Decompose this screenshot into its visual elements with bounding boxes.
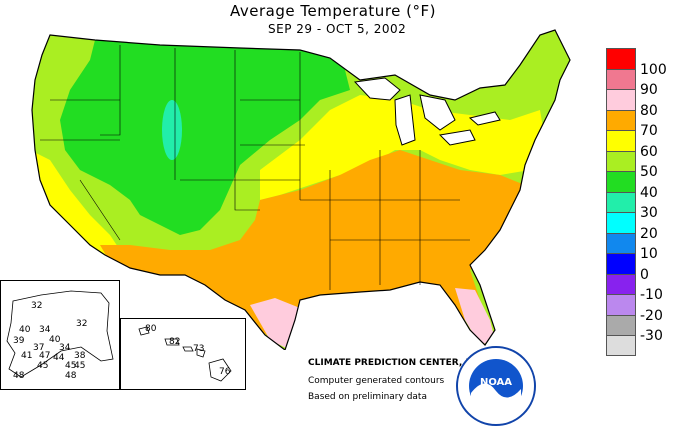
legend-swatch [606,335,636,356]
color-legend [606,48,636,356]
alaska-station: 39 [13,336,25,346]
alaska-outline [6,290,114,378]
alaska-station: 47 [39,351,51,361]
hawaii-station: 82 [169,337,181,347]
credit-line2: Based on preliminary data [308,392,427,402]
legend-label: 10 [640,246,658,262]
alaska-inset: 32 32 40 34 40 39 37 34 41 47 44 38 45 4… [0,280,120,390]
alaska-station: 37 [33,343,45,353]
legend-swatch [606,253,636,274]
alaska-station: 48 [13,371,25,381]
legend-swatch [606,314,636,335]
legend-swatch [606,232,636,253]
hawaii-station: 73 [193,344,205,354]
legend-label: -20 [640,307,663,324]
legend-swatch [606,89,636,110]
great-lakes [353,77,501,146]
legend-swatch [606,130,636,151]
map-title: Average Temperature (°F) [230,2,436,20]
alaska-station: 45 [37,361,49,371]
legend-swatch [606,109,636,130]
legend-label: 0 [640,266,649,283]
alaska-station: 41 [21,351,33,361]
credit-org: CLIMATE PREDICTION CENTER, NOAA [308,358,495,368]
legend-label: 100 [640,61,667,78]
legend-label: 60 [640,143,658,160]
alaska-station: 38 [74,351,86,361]
legend-swatch [606,48,636,69]
legend-swatch [606,150,636,171]
conus-map [31,29,571,350]
alaska-station: 40 [49,335,61,345]
legend-label: 40 [640,184,658,201]
noaa-logo-text: NOAA [480,377,512,388]
legend-swatch [606,68,636,89]
legend-label: 70 [640,123,658,139]
legend-label: 30 [640,205,658,221]
map-date-range: SEP 29 - OCT 5, 2002 [268,22,407,36]
state-borders [40,45,470,290]
noaa-logo: NOAA [456,346,536,426]
zone-30-40 [162,100,182,160]
credit-line1: Computer generated contours [308,376,445,386]
legend-label: -30 [640,328,663,344]
hawaii-inset: 80 82 73 76 [120,318,246,390]
alaska-station: 32 [76,319,88,329]
alaska-station: 40 [19,325,31,335]
alaska-station: 44 [53,353,65,363]
legend-label: -10 [640,287,663,303]
alaska-station: 34 [59,343,71,353]
zone-40-50 [60,40,350,235]
alaska-station: 45 [74,361,86,371]
alaska-station: 34 [39,325,51,335]
alaska-station: 48 [65,371,77,381]
zone-80-90-florida [455,288,495,345]
legend-swatch [606,191,636,212]
legend-swatch [606,273,636,294]
legend-swatch [606,212,636,233]
legend-label: 90 [640,82,658,98]
zone-60-70-west [32,150,120,260]
legend-label: 50 [640,164,658,180]
legend-swatch [606,171,636,192]
alaska-station: 32 [31,301,43,311]
alaska-station: 45 [65,361,77,371]
hawaii-station: 76 [219,367,231,377]
legend-label: 80 [640,102,658,119]
legend-label: 20 [640,225,658,242]
hawaii-station: 80 [145,324,157,334]
hawaii-outline [138,326,232,382]
legend-swatch [606,294,636,315]
